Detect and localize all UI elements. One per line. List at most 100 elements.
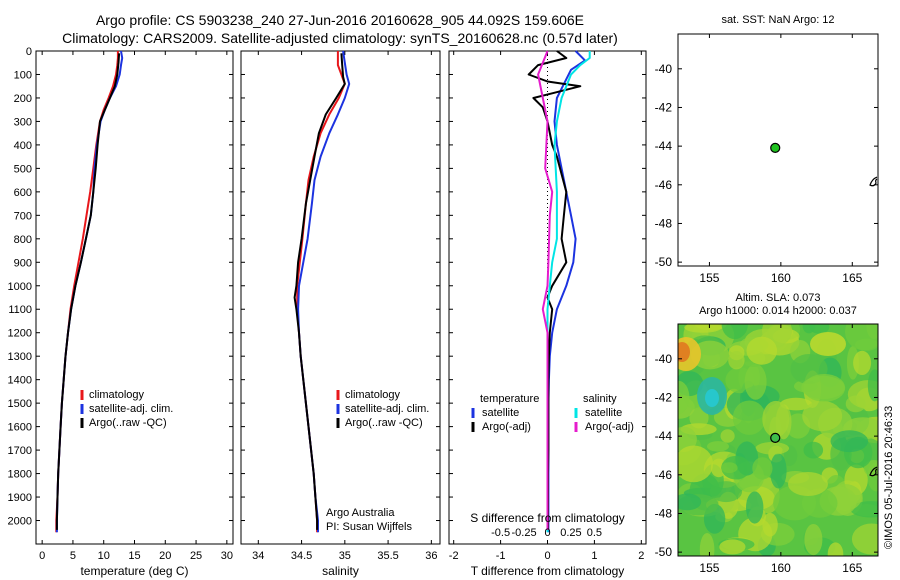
y-tick-label: 300 <box>14 116 32 128</box>
sla-blob <box>802 400 843 432</box>
profile-panel-sal <box>240 50 441 545</box>
x-axis-label: temperature (deg C) <box>80 564 188 578</box>
sla-blob <box>720 429 735 443</box>
panel-frame-temp <box>35 50 234 545</box>
sla-warm-blob <box>810 332 846 356</box>
sla-blob <box>803 441 824 459</box>
salinity-tick-label: 0 <box>544 527 550 539</box>
map-y-tick-label: -50 <box>655 545 673 559</box>
legend-label: satellite-adj. clim. <box>345 403 429 415</box>
sst-map-title: sat. SST: NaN Argo: 12 <box>721 14 835 26</box>
sst-map-panel <box>677 33 879 267</box>
map-x-tick-label: 165 <box>842 561 862 575</box>
x-axis-label: T difference from climatology <box>471 564 625 578</box>
series-line-satellite <box>547 50 586 533</box>
y-tick-label: 1200 <box>8 328 32 340</box>
sla-blob <box>746 491 764 524</box>
sla-blob <box>732 400 766 435</box>
x-tick-label: 20 <box>159 550 171 562</box>
x-axis-label: salinity <box>322 564 359 578</box>
legend-label: climatology <box>345 389 401 401</box>
profile-panel-temp <box>35 50 234 545</box>
sla-map-title-1: Altim. SLA: 0.073 <box>735 292 821 304</box>
salinity-tick-label: 0.5 <box>587 527 602 539</box>
map-x-tick-label: 155 <box>699 561 719 575</box>
map-x-tick-label: 160 <box>771 561 791 575</box>
x-tick-label: -2 <box>449 550 459 562</box>
x-tick-label: 5 <box>70 550 76 562</box>
sla-blob <box>690 340 730 370</box>
x-tick-label: 34.5 <box>291 550 312 562</box>
float-position-marker <box>770 142 781 154</box>
sla-blob <box>721 462 738 474</box>
y-tick-label: 1700 <box>8 445 32 457</box>
map-y-tick-label: -50 <box>655 255 673 269</box>
x-tick-label: 1 <box>591 550 597 562</box>
y-tick-label: 800 <box>14 234 32 246</box>
annotation-line: Argo Australia <box>326 507 395 519</box>
x-tick-label: 34 <box>252 550 264 562</box>
header-line-1: Argo profile: CS 5903238_240 27-Jun-2016… <box>95 12 585 28</box>
sla-blob <box>678 445 714 483</box>
sla-blob <box>752 457 773 480</box>
x-tick-label: 0 <box>544 550 550 562</box>
legend-label: satellite-adj. clim. <box>89 403 173 415</box>
sla-blob <box>762 400 790 438</box>
legend-label: climatology <box>89 389 145 401</box>
sla-blob <box>678 493 702 511</box>
annotation-line: PI: Susan Wijffels <box>326 521 412 533</box>
float-position-marker <box>770 432 781 444</box>
sla-map-title-2: Argo h1000: 0.014 h2000: 0.037 <box>699 305 857 317</box>
map-x-tick-label: 165 <box>842 271 862 285</box>
map-y-tick-label: -48 <box>655 216 673 230</box>
y-tick-label: 900 <box>14 257 32 269</box>
y-tick-label: 0 <box>26 46 32 58</box>
x-tick-label: 0 <box>39 550 45 562</box>
series-line-climatology <box>55 51 119 533</box>
map-y-tick-label: -42 <box>655 100 673 114</box>
y-tick-label: 1600 <box>8 422 32 434</box>
x-tick-label: 10 <box>98 550 110 562</box>
map-y-tick-label: -44 <box>655 429 673 443</box>
coastline <box>869 176 878 187</box>
sla-blob <box>699 533 715 556</box>
sla-map-frame <box>677 323 879 557</box>
sla-blob <box>851 523 878 555</box>
sla-blob <box>755 442 790 455</box>
y-tick-label: 600 <box>14 187 32 199</box>
sla-blob <box>684 324 722 333</box>
sla-hot-blob <box>678 342 690 362</box>
sla-blob <box>801 375 845 400</box>
y-tick-label: 1400 <box>8 375 32 387</box>
x-tick-label: 30 <box>221 550 233 562</box>
y-tick-label: 1500 <box>8 398 32 410</box>
x-tick-label: 35 <box>339 550 351 562</box>
sla-blob <box>780 397 813 411</box>
y-tick-label: 1800 <box>8 469 32 481</box>
x-tick-label: 15 <box>128 550 140 562</box>
map-y-tick-label: -40 <box>655 62 673 76</box>
series-line-satelliteadjclim <box>297 50 351 533</box>
legend-label: Argo(-adj) <box>585 421 634 433</box>
salinity-tick-label: -0.5 <box>491 527 510 539</box>
sla-blob <box>804 524 823 556</box>
y-tick-label: 700 <box>14 210 32 222</box>
sla-blob <box>678 380 690 414</box>
sla-blob <box>689 407 709 429</box>
sla-blob <box>728 351 745 370</box>
x-tick-label: 35.5 <box>377 550 398 562</box>
salinity-axis-label: S difference from climatology <box>470 511 625 525</box>
sla-blob <box>770 453 787 489</box>
map-x-tick-label: 160 <box>771 271 791 285</box>
legend-label: satellite <box>482 407 519 419</box>
y-tick-label: 500 <box>14 163 32 175</box>
map-y-tick-label: -48 <box>655 506 673 520</box>
x-tick-label: -1 <box>496 550 506 562</box>
sla-blob <box>707 441 729 452</box>
map-y-tick-label: -46 <box>655 178 673 192</box>
header-line-2: Climatology: CARS2009. Satellite-adjuste… <box>62 30 618 46</box>
sla-map-panel <box>677 323 879 557</box>
sla-blob <box>744 364 767 400</box>
sla-blob <box>867 369 878 402</box>
